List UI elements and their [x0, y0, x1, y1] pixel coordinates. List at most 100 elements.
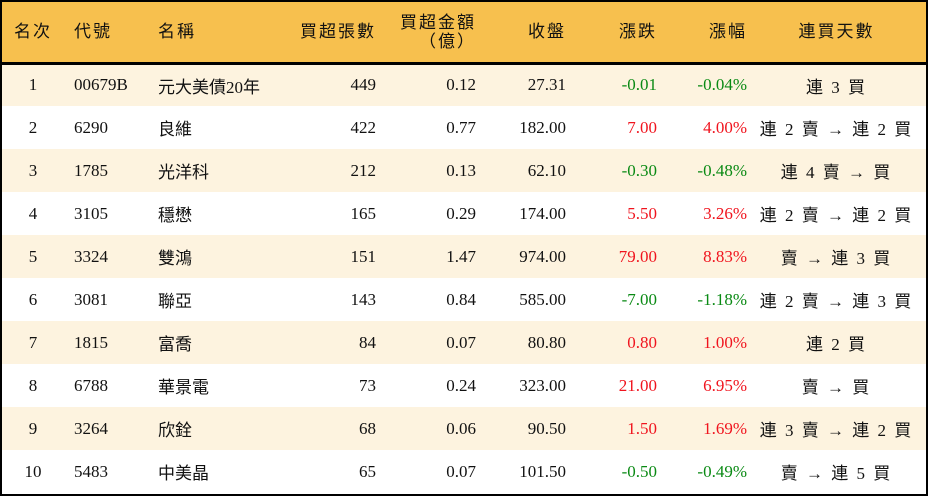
- table-row: 10 5483 中美晶 65 0.07 101.50 -0.50 -0.49% 賣 → 連 5 …: [2, 450, 926, 493]
- cell-rank: 1: [28, 75, 38, 95]
- cell-pct: -1.18%: [697, 289, 747, 309]
- cell-name: 良維: [158, 120, 192, 139]
- cell-net-lots: 449: [350, 75, 377, 95]
- cell-change: -7.00: [621, 289, 657, 309]
- cell-net-lots: 143: [350, 289, 377, 309]
- cell-code: 3324: [74, 246, 108, 266]
- cell-rank: 6: [28, 289, 38, 309]
- header-rank: 名次: [2, 2, 64, 65]
- cell-rank: 4: [28, 203, 38, 223]
- cell-code: 6290: [74, 117, 108, 137]
- cell-net-amount: 0.77: [446, 117, 476, 137]
- cell-pct: 1.00%: [703, 332, 747, 352]
- cell-pct: 3.26%: [703, 203, 747, 223]
- cell-streak: 連 2 賣 → 連 2 買: [759, 206, 914, 225]
- cell-change: 5.50: [627, 203, 657, 223]
- header-net-amount: 買超金額 （億）: [376, 2, 476, 65]
- table-row: 4 3105 穩懋 165 0.29 174.00 5.50 3.26% 連 2 賣 → 連 2…: [2, 192, 926, 235]
- cell-change: -0.50: [621, 461, 657, 481]
- cell-close: 80.80: [527, 332, 566, 352]
- cell-net-lots: 212: [350, 160, 377, 180]
- cell-close: 323.00: [519, 375, 566, 395]
- header-pct: 漲幅: [657, 2, 747, 65]
- cell-close: 974.00: [519, 246, 566, 266]
- cell-rank: 2: [28, 117, 38, 137]
- cell-net-amount: 0.06: [446, 418, 476, 438]
- header-code: 代號: [64, 2, 150, 65]
- cell-pct: -0.04%: [697, 75, 747, 95]
- cell-change: 79.00: [618, 246, 657, 266]
- header-close: 收盤: [476, 2, 566, 65]
- cell-net-amount: 1.47: [446, 246, 476, 266]
- cell-name: 穩懋: [158, 206, 192, 225]
- cell-net-lots: 151: [350, 246, 377, 266]
- table-row: 6 3081 聯亞 143 0.84 585.00 -7.00 -1.18% 連 2 賣 → 連…: [2, 278, 926, 321]
- cell-net-amount: 0.12: [446, 75, 476, 95]
- table-row: 3 1785 光洋科 212 0.13 62.10 -0.30 -0.48% 連 4 賣 → 買: [2, 149, 926, 192]
- cell-code: 5483: [74, 461, 108, 481]
- cell-name: 元大美債20年: [158, 77, 260, 97]
- cell-net-lots: 422: [350, 117, 377, 137]
- cell-name: 雙鴻: [158, 249, 192, 268]
- cell-streak: 連 2 賣 → 連 2 買: [759, 120, 914, 139]
- cell-change: 7.00: [627, 117, 657, 137]
- cell-code: 6788: [74, 375, 108, 395]
- cell-net-lots: 73: [359, 375, 376, 395]
- cell-rank: 3: [28, 160, 38, 180]
- cell-net-amount: 0.07: [446, 461, 476, 481]
- cell-streak: 連 2 買: [806, 335, 867, 354]
- header-row: 名次 代號 名稱 買超張數 買超金額 （億） 收盤 漲跌 漲幅 連買天數: [2, 2, 926, 65]
- cell-pct: 8.83%: [703, 246, 747, 266]
- cell-streak: 連 3 賣 → 連 2 買: [759, 421, 914, 440]
- cell-close: 174.00: [519, 203, 566, 223]
- cell-close: 182.00: [519, 117, 566, 137]
- table-row: 9 3264 欣銓 68 0.06 90.50 1.50 1.69% 連 3 賣 → 連 2 買: [2, 407, 926, 450]
- cell-close: 585.00: [519, 289, 566, 309]
- cell-net-amount: 0.29: [446, 203, 476, 223]
- cell-name: 聯亞: [158, 292, 192, 311]
- header-net-lots: 買超張數: [270, 2, 376, 65]
- table-row: 1 00679B 元大美債20年 449 0.12 27.31 -0.01 -0.04% 連 3…: [2, 63, 926, 106]
- cell-code: 00679B: [74, 75, 128, 95]
- cell-net-lots: 84: [359, 332, 376, 352]
- cell-pct: -0.49%: [697, 461, 747, 481]
- table-row: 8 6788 華景電 73 0.24 323.00 21.00 6.95% 賣 → 買: [2, 364, 926, 407]
- header-net-amount-label: 買超金額: [400, 12, 476, 32]
- cell-change: -0.01: [621, 75, 657, 95]
- cell-net-lots: 165: [350, 203, 377, 223]
- cell-streak: 賣 → 連 3 買: [780, 249, 893, 268]
- header-change: 漲跌: [566, 2, 657, 65]
- cell-name: 富喬: [158, 335, 192, 354]
- cell-code: 3081: [74, 289, 108, 309]
- cell-close: 27.31: [527, 75, 566, 95]
- cell-net-lots: 65: [359, 461, 376, 481]
- cell-code: 1815: [74, 332, 108, 352]
- cell-name: 欣銓: [158, 421, 192, 440]
- cell-change: 0.80: [627, 332, 657, 352]
- cell-code: 1785: [74, 160, 108, 180]
- cell-change: -0.30: [621, 160, 657, 180]
- table-row: 2 6290 良維 422 0.77 182.00 7.00 4.00% 連 2 賣 → 連 2…: [2, 106, 926, 149]
- cell-net-amount: 0.07: [446, 332, 476, 352]
- table-row: 5 3324 雙鴻 151 1.47 974.00 79.00 8.83% 賣 → 連 3 買: [2, 235, 926, 278]
- cell-rank: 10: [24, 461, 42, 481]
- cell-net-amount: 0.24: [446, 375, 476, 395]
- cell-pct: 4.00%: [703, 117, 747, 137]
- cell-rank: 7: [28, 332, 38, 352]
- cell-rank: 5: [28, 246, 38, 266]
- cell-name: 華景電: [158, 378, 209, 397]
- cell-pct: 1.69%: [703, 418, 747, 438]
- cell-pct: -0.48%: [697, 160, 747, 180]
- cell-code: 3264: [74, 418, 108, 438]
- cell-name: 中美晶: [158, 464, 209, 483]
- cell-close: 90.50: [527, 418, 566, 438]
- table-row: 7 1815 富喬 84 0.07 80.80 0.80 1.00% 連 2 買: [2, 321, 926, 364]
- header-net-amount-unit: （億）: [419, 31, 476, 51]
- cell-change: 1.50: [627, 418, 657, 438]
- cell-net-lots: 68: [359, 418, 376, 438]
- cell-name: 光洋科: [158, 163, 209, 182]
- cell-close: 101.50: [519, 461, 566, 481]
- cell-rank: 9: [28, 418, 38, 438]
- cell-net-amount: 0.13: [446, 160, 476, 180]
